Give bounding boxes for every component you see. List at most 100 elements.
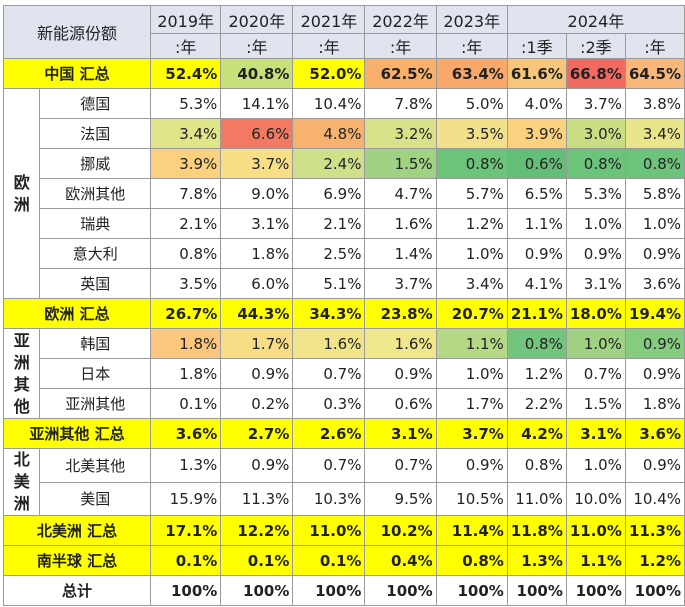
table-title: 新能源份额: [2, 5, 152, 59]
row-label: 亚洲其他 汇总: [2, 418, 152, 449]
value-cell: 3.4%: [624, 118, 685, 149]
value-cell: 3.7%: [435, 418, 508, 449]
value-cell: 52.0%: [292, 58, 366, 89]
value-cell: 0.9%: [624, 328, 685, 359]
value-cell: 2.1%: [150, 208, 222, 239]
value-cell: 1.1%: [506, 208, 567, 239]
value-cell: 11.3%: [220, 481, 294, 516]
value-cell: 44.3%: [220, 298, 294, 329]
value-cell: 0.9%: [624, 358, 685, 389]
value-cell: 3.4%: [435, 268, 508, 299]
grand-total-row: 总计 100% 100% 100% 100% 100% 100% 100% 100%: [2, 575, 685, 606]
value-cell: 0.6%: [364, 388, 437, 419]
europe-total-row: 欧洲 汇总 26.7% 44.3% 34.3% 23.8% 20.7% 21.1% 18.0%…: [2, 298, 685, 329]
region-label: 北美洲: [2, 448, 41, 516]
value-cell: 10.0%: [565, 481, 626, 516]
row-label: 瑞典: [39, 208, 152, 239]
value-cell: 1.8%: [624, 388, 685, 419]
value-cell: 1.0%: [565, 448, 626, 483]
value-cell: 20.7%: [435, 298, 508, 329]
value-cell: 5.8%: [624, 178, 685, 209]
value-cell: 19.4%: [624, 298, 685, 329]
south-total-row: 南半球 汇总 0.1% 0.1% 0.1% 0.4% 0.8% 1.3% 1.1% 1.2%: [2, 545, 685, 576]
value-cell: 0.2%: [220, 388, 294, 419]
region-label: 欧洲: [2, 88, 41, 299]
value-cell: 3.0%: [565, 118, 626, 149]
value-cell: 3.1%: [565, 268, 626, 299]
value-cell: 10.2%: [364, 515, 437, 546]
value-cell: 3.6%: [624, 268, 685, 299]
value-cell: 0.7%: [364, 448, 437, 483]
value-cell: 100%: [220, 575, 294, 606]
value-cell: 3.1%: [364, 418, 437, 449]
value-cell: 0.9%: [364, 358, 437, 389]
value-cell: 61.6%: [506, 58, 567, 89]
value-cell: 1.1%: [435, 328, 508, 359]
row-label: 欧洲 汇总: [2, 298, 152, 329]
table-row: 英国 3.5% 6.0% 5.1% 3.7% 3.4% 4.1% 3.1% 3.6%: [4, 268, 685, 299]
value-cell: 62.5%: [364, 58, 437, 89]
value-cell: 3.6%: [150, 418, 222, 449]
value-cell: 17.1%: [150, 515, 222, 546]
table-row: 亚洲其他 0.1% 0.2% 0.3% 0.6% 1.7% 2.2% 1.5% 1.8%: [4, 388, 685, 419]
value-cell: 11.4%: [435, 515, 508, 546]
value-cell: 1.1%: [565, 545, 626, 576]
value-cell: 0.8%: [506, 448, 567, 483]
value-cell: 3.8%: [624, 88, 685, 119]
year-header: 2023年: [435, 5, 508, 34]
value-cell: 3.2%: [364, 118, 437, 149]
period-header: :年: [435, 33, 508, 59]
value-cell: 0.9%: [624, 238, 685, 269]
value-cell: 11.8%: [506, 515, 567, 546]
value-cell: 5.1%: [292, 268, 366, 299]
region-label: 亚洲其他: [2, 328, 41, 419]
value-cell: 1.7%: [435, 388, 508, 419]
value-cell: 2.2%: [506, 388, 567, 419]
value-cell: 0.7%: [565, 358, 626, 389]
value-cell: 3.6%: [624, 418, 685, 449]
value-cell: 1.8%: [150, 328, 222, 359]
value-cell: 11.0%: [506, 481, 567, 516]
period-header: :2季: [565, 33, 626, 59]
north_america-total-row: 北美洲 汇总 17.1% 12.2% 11.0% 10.2% 11.4% 11.8% 11.0…: [2, 515, 685, 546]
value-cell: 0.8%: [435, 545, 508, 576]
row-label: 北美其他: [39, 448, 152, 483]
row-label: 韩国: [39, 328, 152, 359]
value-cell: 11.0%: [292, 515, 366, 546]
row-label: 总计: [2, 575, 152, 606]
value-cell: 4.2%: [506, 418, 567, 449]
value-cell: 0.8%: [624, 148, 685, 179]
value-cell: 1.0%: [624, 208, 685, 239]
row-label: 日本: [39, 358, 152, 389]
row-label: 挪威: [39, 148, 152, 179]
row-label: 美国: [39, 481, 152, 516]
china-total-row: 中国 汇总 52.4% 40.8% 52.0% 62.5% 63.4% 61.6% 66.8%…: [2, 58, 685, 89]
value-cell: 14.1%: [220, 88, 294, 119]
value-cell: 0.8%: [435, 148, 508, 179]
value-cell: 1.5%: [565, 388, 626, 419]
period-header: :年: [364, 33, 437, 59]
value-cell: 4.8%: [292, 118, 366, 149]
value-cell: 1.6%: [292, 328, 366, 359]
value-cell: 0.9%: [220, 358, 294, 389]
period-header: :年: [292, 33, 366, 59]
table-row: 亚洲其他韩国 1.8% 1.7% 1.6% 1.6% 1.1% 0.8% 1.0% 0.9%: [2, 328, 685, 419]
value-cell: 12.2%: [220, 515, 294, 546]
year-header: 2021年: [292, 5, 366, 34]
value-cell: 1.0%: [565, 328, 626, 359]
value-cell: 4.1%: [506, 268, 567, 299]
value-cell: 100%: [292, 575, 366, 606]
value-cell: 4.7%: [364, 178, 437, 209]
value-cell: 2.5%: [292, 238, 366, 269]
value-cell: 1.3%: [150, 448, 222, 483]
value-cell: 3.4%: [150, 118, 222, 149]
value-cell: 2.6%: [292, 418, 366, 449]
value-cell: 7.8%: [364, 88, 437, 119]
value-cell: 63.4%: [435, 58, 508, 89]
table-row: 美国 15.9% 11.3% 10.3% 9.5% 10.5% 11.0% 10.0% 10.4…: [4, 481, 685, 516]
row-label: 德国: [39, 88, 152, 119]
value-cell: 0.1%: [150, 545, 222, 576]
value-cell: 3.9%: [150, 148, 222, 179]
value-cell: 3.1%: [220, 208, 294, 239]
value-cell: 6.5%: [506, 178, 567, 209]
